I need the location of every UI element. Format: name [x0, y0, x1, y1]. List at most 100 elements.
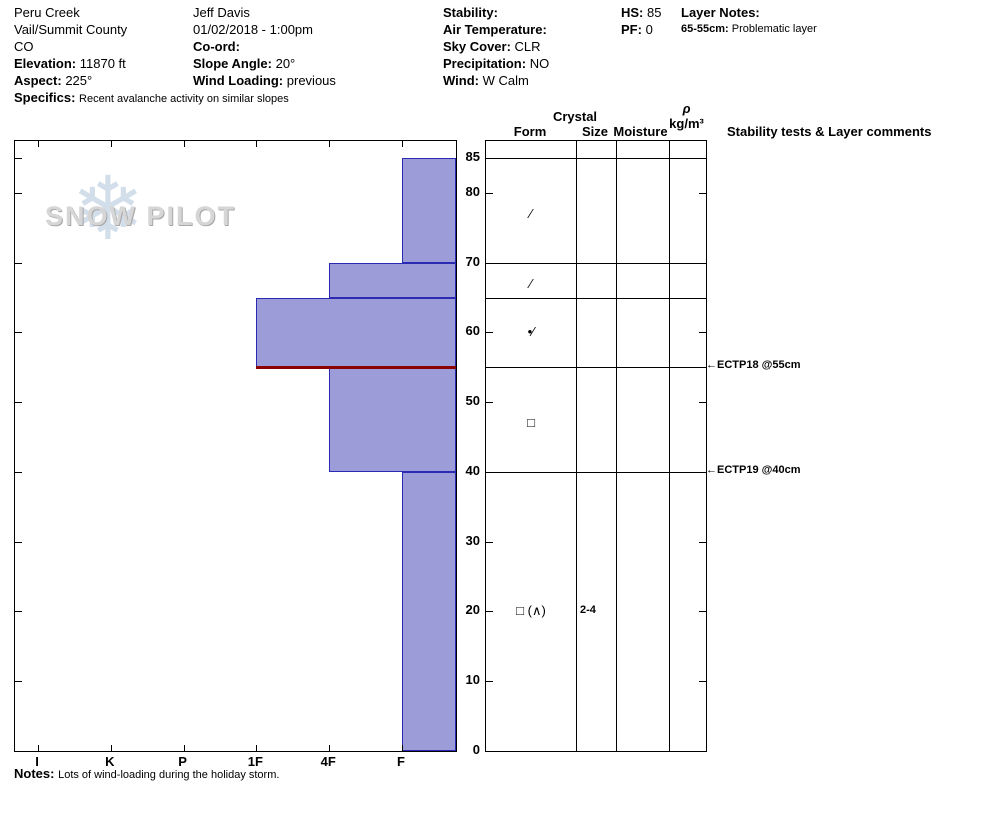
observer-block: Jeff Davis 01/02/2018 - 1:00pm Co-ord: S…	[193, 4, 336, 89]
size-column-header: Size	[581, 124, 608, 139]
state: CO	[14, 39, 34, 54]
hs-value: 85	[647, 5, 662, 20]
height-tick-mark	[15, 751, 22, 752]
hardness-bar	[402, 158, 456, 263]
layer-notes-block: Layer Notes: 65-55cm: Problematic layer	[681, 4, 817, 38]
specifics-value: Recent avalanche activity on similar slo…	[79, 93, 289, 105]
hardness-axis-label: P	[178, 754, 187, 769]
height-tick-mark	[15, 158, 22, 159]
layer-boundary-line	[486, 158, 706, 159]
hardness-tick-mark	[256, 745, 258, 751]
height-tick-mark	[486, 611, 493, 613]
crystal-header: Crystal	[552, 109, 598, 124]
hardness-tick-mark	[402, 141, 403, 147]
wind-loading-value: previous	[286, 73, 336, 88]
column-divider-line	[669, 141, 670, 751]
height-tick-mark	[15, 332, 22, 334]
sky-cover-row: Sky Cover: CLR	[443, 38, 549, 55]
hardness-profile-plot: ❄ SNOW PILOT	[14, 140, 457, 752]
hardness-tick-mark	[329, 745, 331, 751]
height-tick-mark	[486, 541, 493, 543]
elevation-row: Elevation: 11870 ft	[14, 55, 289, 72]
hardness-tick-mark	[110, 745, 112, 751]
aspect-row: Aspect: 225°	[14, 72, 289, 89]
region: Vail/Summit County	[14, 22, 128, 37]
precipitation-row: Precipitation: NO	[443, 55, 549, 72]
observer-name: Jeff Davis	[193, 5, 250, 20]
specifics-label: Specifics:	[14, 90, 76, 105]
grain-form-symbol: ∕	[529, 275, 533, 291]
column-divider-line	[576, 141, 577, 751]
watermark-text: SNOW PILOT	[45, 201, 236, 231]
slope-angle-row: Slope Angle: 20°	[193, 55, 336, 72]
hardness-axis-label: I	[35, 754, 39, 769]
hs-row: HS: 85	[621, 4, 661, 21]
stability-row: Stability:	[443, 4, 549, 21]
pf-row: PF: 0	[621, 21, 661, 38]
hardness-tick-mark	[256, 141, 258, 147]
column-divider-line	[616, 141, 617, 751]
height-axis-label: 0	[472, 742, 480, 757]
aspect-value: 225°	[65, 73, 93, 88]
stability-test-annotation: ←ECTP19 @40cm	[706, 463, 801, 476]
layer-boundary-line	[486, 471, 706, 473]
height-tick-mark	[699, 402, 706, 404]
wind-label: Wind:	[443, 73, 479, 88]
layer-boundary-line	[486, 367, 706, 369]
hardness-tick-mark	[183, 745, 185, 751]
grain-form-symbol: ∕	[529, 205, 533, 221]
wind-value: W Calm	[482, 73, 529, 88]
hardness-axis-label: K	[105, 754, 115, 769]
hardness-tick-mark	[38, 745, 39, 751]
air-temp-row: Air Temperature:	[443, 21, 549, 38]
conditions-block: Stability: Air Temperature: Sky Cover: C…	[443, 4, 549, 89]
height-axis-label: 80	[465, 183, 480, 199]
pf-label: PF:	[621, 22, 642, 37]
height-tick-mark	[15, 262, 22, 264]
hardness-tick-mark	[402, 745, 403, 751]
hardness-tick-mark	[183, 141, 185, 147]
height-axis-label: 85	[465, 149, 480, 164]
specifics-row: Specifics: Recent avalanche activity on …	[14, 89, 289, 108]
height-tick-mark	[15, 402, 22, 404]
layer-boundary-line	[486, 262, 706, 264]
hardness-tick-mark	[38, 141, 39, 147]
stability-tests-header: Stability tests & Layer comments	[727, 124, 932, 139]
notes-text: Lots of wind-loading during the holiday …	[58, 769, 280, 781]
pit-name: Peru Creek	[14, 5, 80, 20]
stability-test-annotation: ←ECTP18 @55cm	[706, 359, 801, 372]
density-symbol-header: ρ	[682, 101, 691, 116]
layer-notes-title: Layer Notes:	[681, 5, 760, 20]
height-tick-mark	[15, 192, 22, 194]
grain-form-symbol: □	[527, 415, 535, 431]
height-axis-label: 60	[465, 323, 480, 339]
height-tick-mark	[699, 611, 706, 613]
location-block: Peru Creek Vail/Summit County CO Elevati…	[14, 4, 289, 108]
form-column-header: Form	[513, 124, 547, 139]
layer-boundary-line	[486, 297, 706, 299]
layer-note-item: 65-55cm: Problematic layer	[681, 21, 817, 38]
elevation-value: 11870 ft	[79, 56, 126, 71]
grain-size-value: 2-4	[580, 604, 596, 617]
totals-block: HS: 85 PF: 0	[621, 4, 661, 38]
height-tick-mark	[699, 192, 706, 194]
height-tick-mark	[699, 332, 706, 334]
height-tick-mark	[15, 541, 22, 543]
aspect-label: Aspect:	[14, 73, 62, 88]
wind-loading-row: Wind Loading: previous	[193, 72, 336, 89]
hardness-axis-label: 1F	[247, 754, 263, 769]
hardness-bar	[329, 262, 456, 298]
coord-row: Co-ord:	[193, 38, 336, 55]
hardness-axis-label: 4F	[320, 754, 336, 769]
grain-table: ∕ ∕ •∕ □ □ (∧) 2-4	[485, 140, 707, 752]
height-axis-label: 70	[465, 253, 480, 269]
density-units-header: kg/m³	[669, 116, 704, 131]
slope-angle-value: 20°	[275, 56, 296, 71]
hardness-axis-label: F	[397, 754, 405, 769]
hardness-bar	[256, 297, 456, 368]
hardness-bar	[329, 367, 456, 472]
height-axis-label: 10	[465, 672, 480, 688]
height-tick-mark	[699, 681, 706, 683]
stability-label: Stability:	[443, 5, 498, 20]
